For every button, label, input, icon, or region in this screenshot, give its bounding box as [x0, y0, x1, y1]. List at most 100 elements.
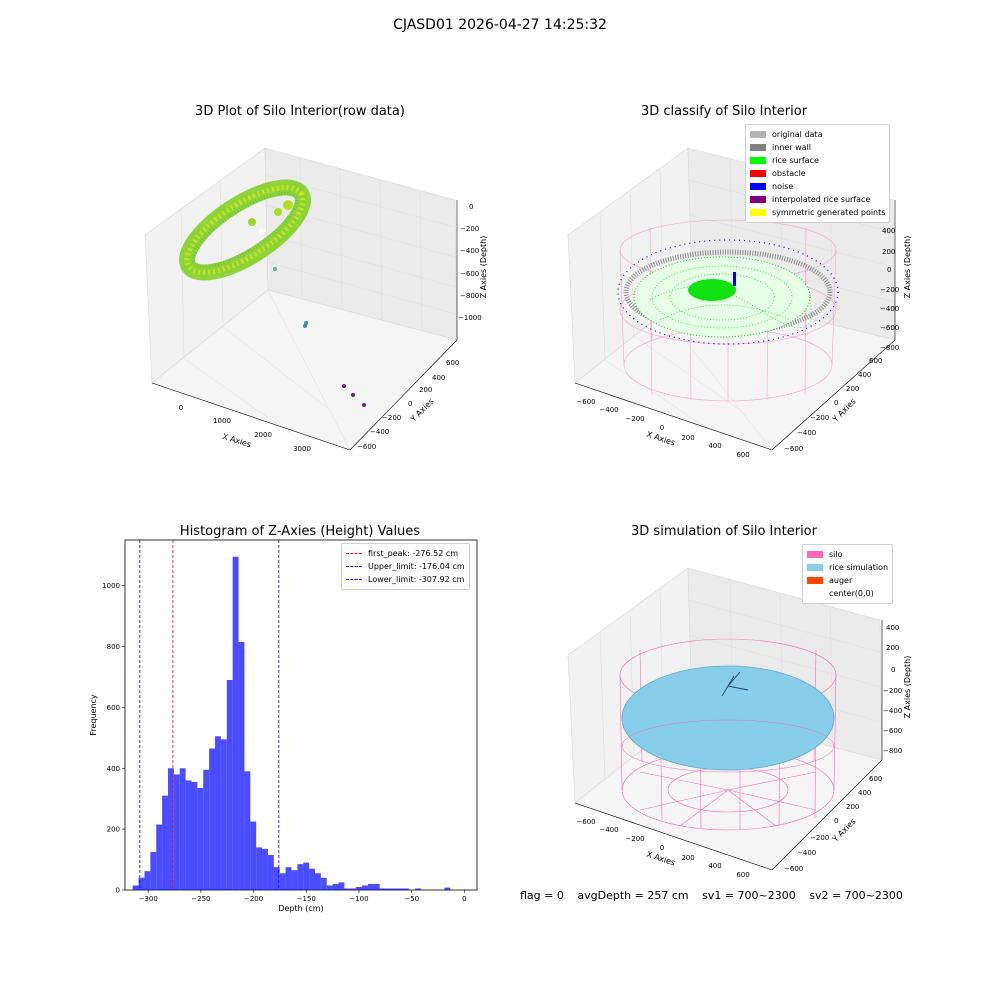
histogram-bar [162, 795, 168, 890]
histogram-xtick-label: −300 [139, 895, 158, 903]
legend-label: Upper_limit: -176.04 cm [368, 562, 465, 571]
histogram-bar [256, 847, 263, 890]
legend-label: obstacle [772, 169, 806, 178]
classify-ztick: −800 [880, 344, 899, 352]
classify-xlabel: X Axies [645, 430, 676, 448]
simulation-xtick: 600 [736, 871, 749, 879]
histogram-bar [320, 877, 327, 890]
histogram-bar [367, 883, 374, 890]
raw-xtick: 0 [179, 404, 183, 412]
legend-swatch [807, 551, 823, 558]
raw-xtick: 2000 [254, 431, 272, 439]
histogram-bar [238, 641, 245, 890]
legend-item: silo [807, 548, 888, 561]
histogram-bar [144, 871, 151, 890]
legend-line [346, 553, 362, 554]
simulation-ztick: −800 [883, 747, 902, 755]
raw-ytick: −400 [370, 428, 389, 436]
classify-xtick: −600 [576, 398, 595, 406]
classify-ztick: −600 [880, 324, 899, 332]
legend-item: obstacle [750, 167, 885, 180]
simulation-ytick: −400 [797, 849, 816, 857]
histogram-ytick-label: 600 [107, 704, 120, 712]
legend-item: noise [750, 180, 885, 193]
status-line: flag = 0 avgDepth = 257 cm sv1 = 700~230… [520, 889, 913, 902]
legend-label: noise [772, 182, 794, 191]
legend-swatch [750, 157, 766, 164]
simulation-ztick: −200 [883, 687, 902, 695]
raw-ztick: −400 [460, 247, 479, 255]
simulation-xtick: −200 [625, 835, 644, 843]
histogram-xtick-label: −250 [191, 895, 210, 903]
figure-title: CJASD01 2026-04-27 14:25:32 [393, 17, 607, 33]
legend-item: Lower_limit: -307.92 cm [346, 573, 465, 586]
raw-ztick: −600 [460, 270, 479, 278]
legend-label: auger [829, 576, 853, 585]
classify-ztick: 400 [882, 227, 895, 235]
histogram-bar [350, 888, 357, 890]
classify-ytick: 400 [858, 371, 871, 379]
histogram-legend: first_peak: -276.52 cm Upper_limit: -176… [341, 543, 470, 590]
classify-xtick: 0 [660, 424, 664, 432]
histogram-xtick-label: −100 [349, 895, 368, 903]
histogram-bar [303, 862, 310, 890]
histogram-title: Histogram of Z-Axies (Height) Values [179, 524, 421, 539]
histogram-bar [285, 867, 292, 890]
simulation-xtick: 400 [708, 862, 721, 870]
simulation-ytick: 600 [869, 775, 882, 783]
classify-ytick: −200 [810, 414, 829, 422]
legend-swatch [807, 577, 823, 584]
histogram-xtick-label: −50 [404, 895, 419, 903]
legend-item: center(0,0) [807, 587, 888, 600]
raw-xtick: 3000 [293, 445, 311, 453]
raw-xtick: 1000 [213, 417, 231, 425]
simulation-xtick: 0 [660, 844, 664, 852]
classify-zlabel: Z Axies (Depth) [903, 236, 912, 299]
legend-item: inner wall [750, 141, 885, 154]
legend-item: symmetric generated points [750, 206, 885, 219]
classify-ztick: 0 [887, 266, 891, 274]
legend-item: first_peak: -276.52 cm [346, 547, 465, 560]
simulation-ztick: −400 [883, 707, 902, 715]
legend-label: rice simulation [829, 563, 889, 572]
simulation-zlabel: Z Axies (Depth) [903, 656, 912, 719]
legend-label: silo [829, 550, 843, 559]
raw-ztick: −1000 [458, 314, 482, 322]
histogram-bar [309, 868, 315, 890]
histogram-bar [379, 888, 386, 890]
legend-swatch [750, 131, 766, 138]
histogram-bar [356, 886, 363, 890]
simulation-ztick: 400 [886, 624, 899, 632]
classify-ztick: −400 [880, 305, 899, 313]
classify-ytick: −600 [784, 445, 803, 453]
histogram-bar [167, 768, 174, 890]
histogram-bar [397, 888, 404, 890]
histogram-bar [344, 888, 351, 890]
classify-ztick: −200 [880, 286, 899, 294]
histogram-bar [391, 888, 398, 890]
legend-swatch [750, 183, 766, 190]
legend-label: first_peak: -276.52 cm [368, 549, 459, 558]
histogram-ytick-label: 800 [107, 643, 120, 651]
legend-label: original data [772, 130, 823, 139]
raw-ytick: 200 [419, 386, 432, 394]
legend-line [346, 579, 362, 580]
raw-ytick: −200 [382, 414, 401, 422]
simulation-plot-title: 3D simulation of Silo Interior [631, 524, 817, 539]
legend-item: original data [750, 128, 885, 141]
histogram-bar [203, 769, 210, 890]
simulation-xtick: −400 [599, 826, 618, 834]
histogram-bar [138, 877, 145, 890]
sv2-value: sv2 = 700~2300 [809, 889, 903, 902]
histogram-bar [179, 768, 186, 890]
histogram-bar [209, 748, 216, 890]
histogram-bar [220, 739, 227, 890]
histogram-bar [173, 774, 180, 890]
histogram-ytick-label: 0 [116, 887, 120, 895]
histogram-plot: −300 −250 −200 −150 −100 −50 0 0 200 400 600 800 10… [89, 539, 478, 913]
histogram-bar [338, 882, 345, 890]
classify-ztick: 200 [882, 248, 895, 256]
legend-swatch [750, 144, 766, 151]
legend-swatch [750, 196, 766, 203]
